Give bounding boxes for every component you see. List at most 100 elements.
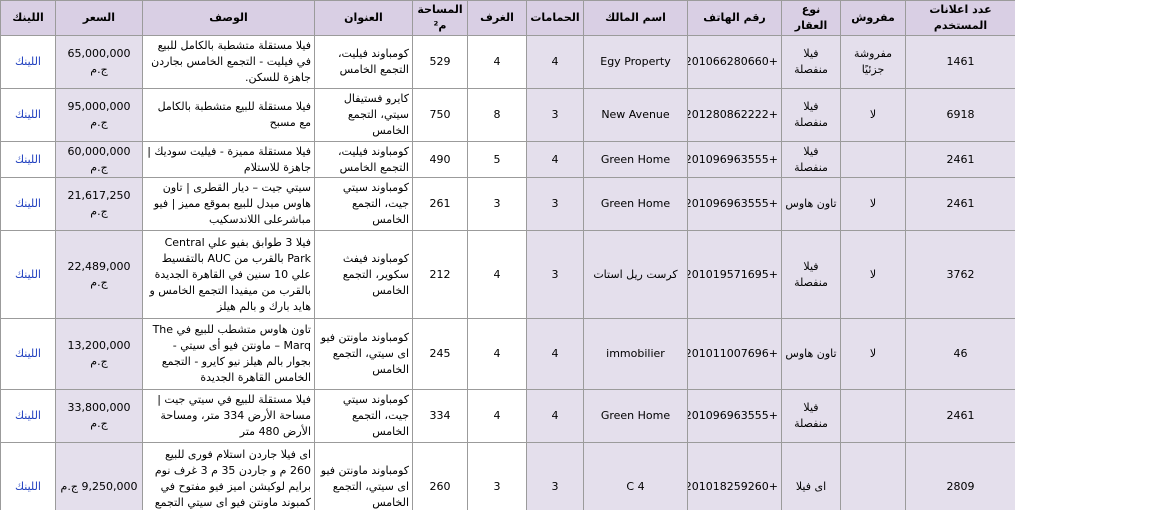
description-cell: تاون هاوس متشطب للبيع في The Marq – ماون… xyxy=(142,318,315,390)
area-cell: 750 xyxy=(412,88,468,142)
sheet: عدد اعلانات المستخدم مفروش نوع العقار رقم ا… xyxy=(0,0,1015,510)
link-cell[interactable]: اللينك xyxy=(0,141,56,178)
price-cell: 22,489,000 ج.م xyxy=(55,230,143,319)
property-type-cell: فيلا منفصلة xyxy=(781,35,841,89)
address-cell: كومباوند ماونتن فيو اى سيتي، التجمع الخا… xyxy=(314,318,413,390)
column-header: السعر xyxy=(55,0,143,36)
furnished-cell xyxy=(840,141,906,178)
ad-count-cell: 46 xyxy=(905,318,1015,390)
area-cell: 260 xyxy=(412,442,468,510)
address-cell: كومباوند ماونتن فيو اى سيتي، التجمع الخا… xyxy=(314,442,413,510)
address-cell: كومباوند فيليت، التجمع الخامس xyxy=(314,35,413,89)
price-cell: 13,200,000 ج.م xyxy=(55,318,143,390)
column-header: العنوان xyxy=(314,0,413,36)
column-header: الحمامات xyxy=(526,0,584,36)
column-header: مفروش xyxy=(840,0,906,36)
description-cell: اى فيلا جاردن استلام فورى للبيع 260 م و … xyxy=(142,442,315,510)
furnished-cell: لا xyxy=(840,230,906,319)
area-cell: 490 xyxy=(412,141,468,178)
furnished-cell: لا xyxy=(840,318,906,390)
ad-count-cell: 2461 xyxy=(905,141,1015,178)
link-cell[interactable]: اللينك xyxy=(0,88,56,142)
area-cell: 212 xyxy=(412,230,468,319)
link-cell[interactable]: اللينك xyxy=(0,35,56,89)
link-cell[interactable]: اللينك xyxy=(0,318,56,390)
phone-cell: +201280862222 xyxy=(687,88,782,142)
description-cell: فيلا مستقلة متشطبة بالكامل للبيع في فيلي… xyxy=(142,35,315,89)
furnished-cell: مفروشة جزئيًا xyxy=(840,35,906,89)
link-cell[interactable]: اللينك xyxy=(0,389,56,443)
link-cell[interactable]: اللينك xyxy=(0,230,56,319)
property-type-cell: فيلا منفصلة xyxy=(781,141,841,178)
price-cell: 33,800,000 ج.م xyxy=(55,389,143,443)
price-cell: 65,000,000 ج.م xyxy=(55,35,143,89)
table-row: 2461 فيلا منفصلة +201096963555 Green Home 4 4… xyxy=(0,389,1015,443)
bathrooms-cell: 4 xyxy=(526,389,584,443)
address-cell: كومباوند سيتي جيت، التجمع الخامس xyxy=(314,389,413,443)
owner-cell: 4 C xyxy=(583,442,688,510)
property-type-cell: فيلا منفصلة xyxy=(781,88,841,142)
address-cell: كومباوند فيفث سكوير، التجمع الخامس xyxy=(314,230,413,319)
furnished-cell: لا xyxy=(840,88,906,142)
column-header: الغرف xyxy=(467,0,527,36)
bathrooms-cell: 3 xyxy=(526,177,584,231)
furnished-cell: لا xyxy=(840,177,906,231)
listings-table: عدد اعلانات المستخدم مفروش نوع العقار رقم ا… xyxy=(0,0,1015,510)
table-row: 46 لا تاون هاوس +201011007696 immobilier 4 4 24… xyxy=(0,318,1015,390)
rooms-cell: 5 xyxy=(467,141,527,178)
price-cell: 60,000,000 ج.م xyxy=(55,141,143,178)
bathrooms-cell: 4 xyxy=(526,35,584,89)
bathrooms-cell: 4 xyxy=(526,141,584,178)
area-cell: 261 xyxy=(412,177,468,231)
furnished-cell xyxy=(840,389,906,443)
table-row: 6918 لا فيلا منفصلة +201280862222 New Avenue… xyxy=(0,88,1015,142)
description-cell: فيلا مستقلة للبيع في سيتي جيت | مساحة ال… xyxy=(142,389,315,443)
rooms-cell: 4 xyxy=(467,389,527,443)
owner-cell: Green Home xyxy=(583,389,688,443)
bathrooms-cell: 3 xyxy=(526,442,584,510)
table-row: 3762 لا فيلا منفصلة +201019571695 كرست ريل ا… xyxy=(0,230,1015,319)
ad-count-cell: 3762 xyxy=(905,230,1015,319)
owner-cell: New Avenue xyxy=(583,88,688,142)
property-type-cell: تاون هاوس xyxy=(781,177,841,231)
area-cell: 334 xyxy=(412,389,468,443)
phone-cell: +201019571695 xyxy=(687,230,782,319)
ad-count-cell: 1461 xyxy=(905,35,1015,89)
rooms-cell: 8 xyxy=(467,88,527,142)
link-cell[interactable]: اللينك xyxy=(0,442,56,510)
price-cell: 9,250,000 ج.م xyxy=(55,442,143,510)
property-type-cell: اى فيلا xyxy=(781,442,841,510)
table-row: 1461 مفروشة جزئيًا فيلا منفصلة +20106628066… xyxy=(0,35,1015,89)
phone-cell: +201096963555 xyxy=(687,141,782,178)
phone-cell: +201011007696 xyxy=(687,318,782,390)
property-type-cell: فيلا منفصلة xyxy=(781,389,841,443)
area-cell: 529 xyxy=(412,35,468,89)
bathrooms-cell: 3 xyxy=(526,230,584,319)
ad-count-cell: 2809 xyxy=(905,442,1015,510)
link-cell[interactable]: اللينك xyxy=(0,177,56,231)
description-cell: فيلا 3 طوابق بفيو علي Central Park بالقر… xyxy=(142,230,315,319)
phone-cell: +201018259260 xyxy=(687,442,782,510)
ad-count-cell: 2461 xyxy=(905,177,1015,231)
description-cell: فيلا مستقلة للبيع متشطبة بالكامل مع مسبح xyxy=(142,88,315,142)
bathrooms-cell: 4 xyxy=(526,318,584,390)
owner-cell: immobilier xyxy=(583,318,688,390)
column-header: رقم الهاتف xyxy=(687,0,782,36)
bathrooms-cell: 3 xyxy=(526,88,584,142)
furnished-cell xyxy=(840,442,906,510)
column-header: عدد اعلانات المستخدم xyxy=(905,0,1015,36)
rooms-cell: 3 xyxy=(467,442,527,510)
column-header: اللينك xyxy=(0,0,56,36)
owner-cell: Egy Property xyxy=(583,35,688,89)
rooms-cell: 4 xyxy=(467,230,527,319)
property-type-cell: فيلا منفصلة xyxy=(781,230,841,319)
property-type-cell: تاون هاوس xyxy=(781,318,841,390)
owner-cell: Green Home xyxy=(583,141,688,178)
ad-count-cell: 6918 xyxy=(905,88,1015,142)
ad-count-cell: 2461 xyxy=(905,389,1015,443)
description-cell: سيتي جيت – ديار القطرى | تاون هاوس ميدل … xyxy=(142,177,315,231)
owner-cell: كرست ريل استات xyxy=(583,230,688,319)
phone-cell: +201066280660 xyxy=(687,35,782,89)
table-body: 1461 مفروشة جزئيًا فيلا منفصلة +20106628066… xyxy=(0,35,1015,510)
